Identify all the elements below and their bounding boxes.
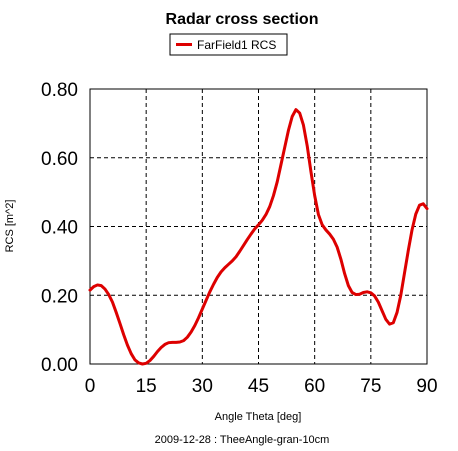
x-tick-label: 15: [136, 376, 157, 397]
x-tick-label: 0: [85, 376, 96, 397]
chart-title: Radar cross section: [166, 11, 319, 28]
x-axis-label: Angle Theta [deg]: [215, 411, 302, 423]
y-tick-labels: 0.00 0.20 0.40 0.60 0.80: [41, 80, 78, 376]
x-tick-label: 30: [192, 376, 213, 397]
y-tick-label: 0.60: [41, 149, 78, 170]
y-tick-label: 0.40: [41, 218, 78, 239]
legend-box: [169, 33, 288, 56]
legend: FarField1 RCS: [169, 33, 288, 56]
x-tick-label: 90: [416, 376, 437, 397]
x-tick-label: 75: [360, 376, 381, 397]
y-tick-label: 0.80: [41, 80, 78, 101]
x-tick-label: 45: [248, 376, 269, 397]
x-tick-label: 60: [304, 376, 325, 397]
y-axis-label: RCS [m^2]: [4, 200, 16, 253]
y-tick-label: 0.00: [41, 355, 78, 376]
x-tick-labels: 0 15 30 45 60 75 90: [85, 376, 438, 397]
grid: [90, 89, 427, 364]
legend-entry-farfield1: FarField1 RCS: [197, 38, 276, 52]
series-line-farfield1: [88, 108, 429, 366]
chart-footer: 2009-12-28 : TheeAngle-gran-10cm: [155, 434, 330, 446]
y-tick-label: 0.20: [41, 286, 78, 307]
